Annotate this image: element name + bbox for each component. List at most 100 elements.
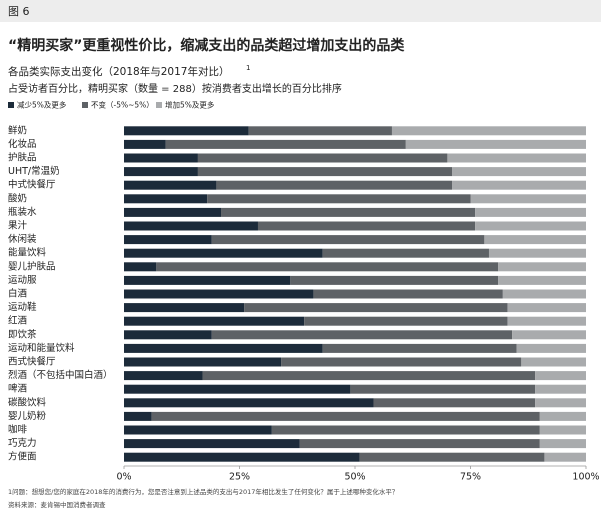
bar-segment: [202, 371, 536, 381]
bar-segment: [498, 275, 586, 285]
bar-segment: [124, 262, 157, 272]
y-tick-label: 化妆品: [8, 138, 37, 150]
bar-segment: [197, 153, 448, 163]
bar-segment: [124, 330, 212, 340]
figure-label: 图 6: [8, 5, 30, 18]
bar-segment: [502, 289, 586, 299]
y-tick-label: 运动服: [8, 275, 37, 286]
bar-segment: [124, 235, 212, 245]
y-tick-label: 啤酒: [8, 383, 28, 395]
y-tick-label: 西式快餐厅: [8, 356, 56, 368]
bar-segment: [535, 398, 586, 408]
y-tick-label: 酸奶: [8, 192, 27, 204]
bar-segment: [156, 262, 499, 272]
bar-segment: [271, 425, 540, 435]
subtitle: 各品类实际支出变化（2018年与2017年对比）: [8, 65, 229, 78]
bar-segment: [151, 411, 540, 421]
bar-segment: [512, 330, 586, 340]
bar-segment: [124, 316, 305, 326]
y-tick-label: 烈酒（不包括中国白酒）: [8, 369, 113, 381]
bar-segment: [498, 262, 586, 272]
x-tick-label: 50%: [344, 472, 365, 483]
bar-segment: [521, 357, 586, 367]
bar-segment: [452, 167, 586, 177]
bar-segment: [124, 357, 282, 367]
bar-segment: [211, 330, 513, 340]
legend-label: 增加5%及更多: [165, 100, 215, 110]
bar-segment: [391, 126, 586, 136]
bar-segment: [516, 343, 586, 353]
y-tick-label: 婴儿奶粉: [8, 410, 47, 422]
bar-segment: [475, 207, 586, 217]
header-band: [0, 0, 601, 22]
bar-segment: [507, 303, 586, 313]
bar-segment: [405, 139, 586, 149]
bar-segment: [124, 439, 300, 449]
y-tick-label: 运动和能量饮料: [8, 342, 75, 354]
y-tick-label: 能量饮料: [8, 247, 47, 259]
bar-segment: [124, 126, 249, 136]
bar-segment: [373, 398, 536, 408]
bar-segment: [124, 371, 203, 381]
legend-swatch: [156, 102, 162, 108]
legend-swatch: [8, 102, 14, 108]
bar-segment: [539, 411, 586, 421]
x-tick-label: 0%: [116, 472, 131, 483]
legend-label: 减少5%及更多: [17, 100, 67, 110]
bar-segment: [488, 248, 586, 258]
footnote: 1问题：想想您/您的家庭在2018年的消费行为，您是否注意到上述品类的支出与20…: [8, 487, 398, 496]
bar-segment: [484, 235, 586, 245]
source: 资料来源：麦肯锡中国消费者调查: [8, 500, 106, 509]
x-tick-label: 25%: [229, 472, 250, 483]
y-tick-label: 即饮茶: [8, 328, 37, 340]
bar-segment: [304, 316, 508, 326]
bar-segment: [207, 194, 471, 204]
bar-segment: [447, 153, 586, 163]
bar-segment: [124, 384, 351, 394]
bar-segment: [197, 167, 453, 177]
bar-segment: [507, 316, 586, 326]
y-tick-label: 巧克力: [8, 437, 37, 449]
bar-segment: [290, 275, 499, 285]
bar-segment: [165, 139, 406, 149]
bar-segment: [535, 371, 586, 381]
y-tick-label: 休闲装: [8, 233, 37, 245]
bar-segment: [124, 167, 198, 177]
y-tick-label: 瓶装水: [8, 206, 37, 218]
y-tick-label: 鲜奶: [8, 124, 27, 136]
bar-segment: [544, 452, 586, 462]
bar-segment: [470, 194, 586, 204]
y-tick-label: 婴儿护肤品: [8, 260, 56, 272]
bar-segment: [299, 439, 540, 449]
bar-segment: [452, 180, 586, 190]
bar-segment: [535, 384, 586, 394]
legend-swatch: [82, 102, 88, 108]
bar-segment: [124, 275, 291, 285]
bar-segment: [124, 180, 217, 190]
y-tick-label: UHT/常温奶: [8, 165, 60, 177]
subtitle-note: 1: [246, 64, 250, 72]
bar-segment: [539, 439, 586, 449]
legend-label: 不变（-5%~5%）: [91, 100, 154, 110]
bar-segment: [124, 153, 198, 163]
bar-segment: [281, 357, 522, 367]
bar-segment: [124, 398, 374, 408]
x-tick-label: 75%: [460, 472, 481, 483]
bar-segment: [322, 343, 517, 353]
y-tick-label: 果汁: [8, 220, 28, 232]
y-tick-label: 红酒: [8, 315, 28, 327]
bar-segment: [124, 194, 208, 204]
bar-segment: [248, 126, 392, 136]
bar-segment: [124, 343, 323, 353]
bar-segment: [124, 303, 245, 313]
bar-segment: [124, 289, 314, 299]
description: 占受访者百分比，精明买家（数量 = 288）按消费者支出增长的百分比排序: [8, 82, 342, 95]
x-tick-label: 100%: [572, 472, 599, 483]
bar-segment: [475, 221, 586, 231]
bar-segment: [359, 452, 545, 462]
y-tick-label: 运动鞋: [8, 301, 37, 313]
bar-segment: [257, 221, 476, 231]
y-tick-label: 碳酸饮料: [8, 396, 47, 408]
y-tick-label: 咖啡: [8, 424, 28, 436]
